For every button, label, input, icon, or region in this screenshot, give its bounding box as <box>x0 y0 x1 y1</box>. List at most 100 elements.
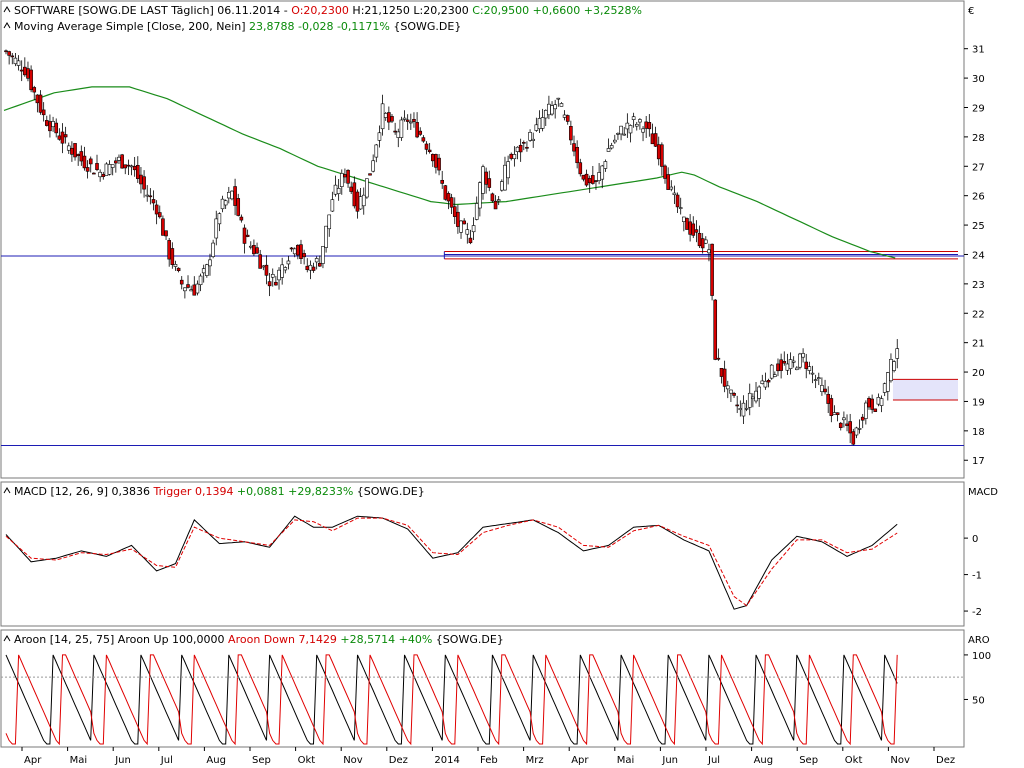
candle-body <box>79 151 84 162</box>
candle-body <box>782 361 787 364</box>
candle-body <box>616 133 620 135</box>
price-panel <box>0 0 965 479</box>
candle-body <box>729 389 733 394</box>
candle-body <box>474 203 479 220</box>
macd-header: MACD [12, 26, 9] 0,3836 Trigger 0,1394 +… <box>14 485 425 498</box>
candle-body <box>145 194 150 197</box>
candle-body <box>452 206 457 217</box>
candle-body <box>594 180 598 182</box>
candle-body <box>283 267 288 271</box>
candle-body <box>553 104 557 110</box>
candle-body <box>600 165 605 180</box>
candle-body <box>823 388 827 393</box>
x-tick-label: Mrz <box>526 755 544 766</box>
candle-body <box>126 164 131 167</box>
candle-body <box>773 374 777 377</box>
candle-body <box>816 377 821 379</box>
candle-body <box>622 133 627 136</box>
candle-body <box>468 237 473 244</box>
candle-body <box>471 225 476 233</box>
candle-body <box>437 157 441 171</box>
header-segment: {SOWG.DE} <box>353 485 424 498</box>
candle-body <box>173 264 178 267</box>
price-tick-label: 27 <box>972 162 985 173</box>
candle-body <box>449 197 454 208</box>
candle-body <box>672 192 677 195</box>
candle-body <box>791 360 796 363</box>
candle-body <box>352 182 357 207</box>
candle-body <box>402 117 407 120</box>
candle-body <box>779 359 783 371</box>
candle-body <box>393 130 397 133</box>
candle-body <box>390 116 394 122</box>
candle-body <box>164 230 168 237</box>
candle-body <box>848 421 852 434</box>
candle-body <box>95 163 99 170</box>
aroon-tick-label: 50 <box>972 695 985 706</box>
price-tick-label: 26 <box>972 192 985 203</box>
candle-body <box>867 397 871 408</box>
header-segment: Aroon Down 7,1429 <box>228 633 337 646</box>
x-tick-label: Jul <box>707 755 720 766</box>
candle-body <box>587 178 592 184</box>
x-tick-label: Apr <box>571 755 589 766</box>
candle-body <box>540 117 545 129</box>
candle-body <box>490 193 495 202</box>
candle-body <box>98 171 102 178</box>
candle-body <box>892 361 896 371</box>
candle-body <box>744 407 749 410</box>
candle-body <box>330 199 335 212</box>
candle-body <box>365 178 369 198</box>
candle-body <box>104 163 109 176</box>
candle-body <box>35 94 40 104</box>
candle-body <box>183 287 187 292</box>
candle-body <box>496 199 501 202</box>
candle-body <box>769 364 774 379</box>
candle-body <box>361 194 366 207</box>
candle-body <box>631 116 636 120</box>
price-tick-label: 19 <box>972 397 985 408</box>
candle-body <box>412 118 416 122</box>
candle-body <box>543 110 548 119</box>
candle-body <box>136 164 140 179</box>
macd-tick-label: -1 <box>972 571 982 582</box>
candle-body <box>694 229 699 233</box>
candle-body <box>678 207 683 209</box>
indicator-icon <box>3 487 11 494</box>
candle-body <box>355 191 360 212</box>
candle-body <box>895 348 900 359</box>
candle-body <box>682 216 686 222</box>
candle-body <box>879 398 884 406</box>
candle-body <box>252 245 256 255</box>
candle-body <box>707 249 711 254</box>
price-tick-label: 20 <box>972 368 985 379</box>
candle-body <box>653 133 658 147</box>
candle-body <box>757 386 761 399</box>
candle-body <box>870 398 874 410</box>
price-zone <box>892 379 958 400</box>
price-tick-label: 31 <box>972 45 985 56</box>
x-tick-label: 2014 <box>434 755 459 766</box>
candle-body <box>754 390 758 402</box>
candle-body <box>591 175 595 184</box>
macd-panel <box>0 481 965 627</box>
candle-body <box>261 265 266 268</box>
candle-body <box>242 227 247 244</box>
candle-body <box>286 260 291 265</box>
candle-body <box>82 155 87 169</box>
candle-body <box>107 164 112 175</box>
candle-body <box>19 69 24 72</box>
candle-body <box>562 114 567 118</box>
candle-body <box>575 146 579 164</box>
candle-body <box>857 428 862 430</box>
candle-body <box>170 248 175 265</box>
candle-body <box>556 97 561 100</box>
candle-body <box>399 119 404 138</box>
candle-body <box>804 361 809 369</box>
candle-body <box>835 412 840 416</box>
candle-body <box>719 367 724 377</box>
candle-body <box>117 156 121 161</box>
candle-body <box>722 368 727 387</box>
candle-body <box>167 240 171 260</box>
candle-body <box>820 385 824 392</box>
